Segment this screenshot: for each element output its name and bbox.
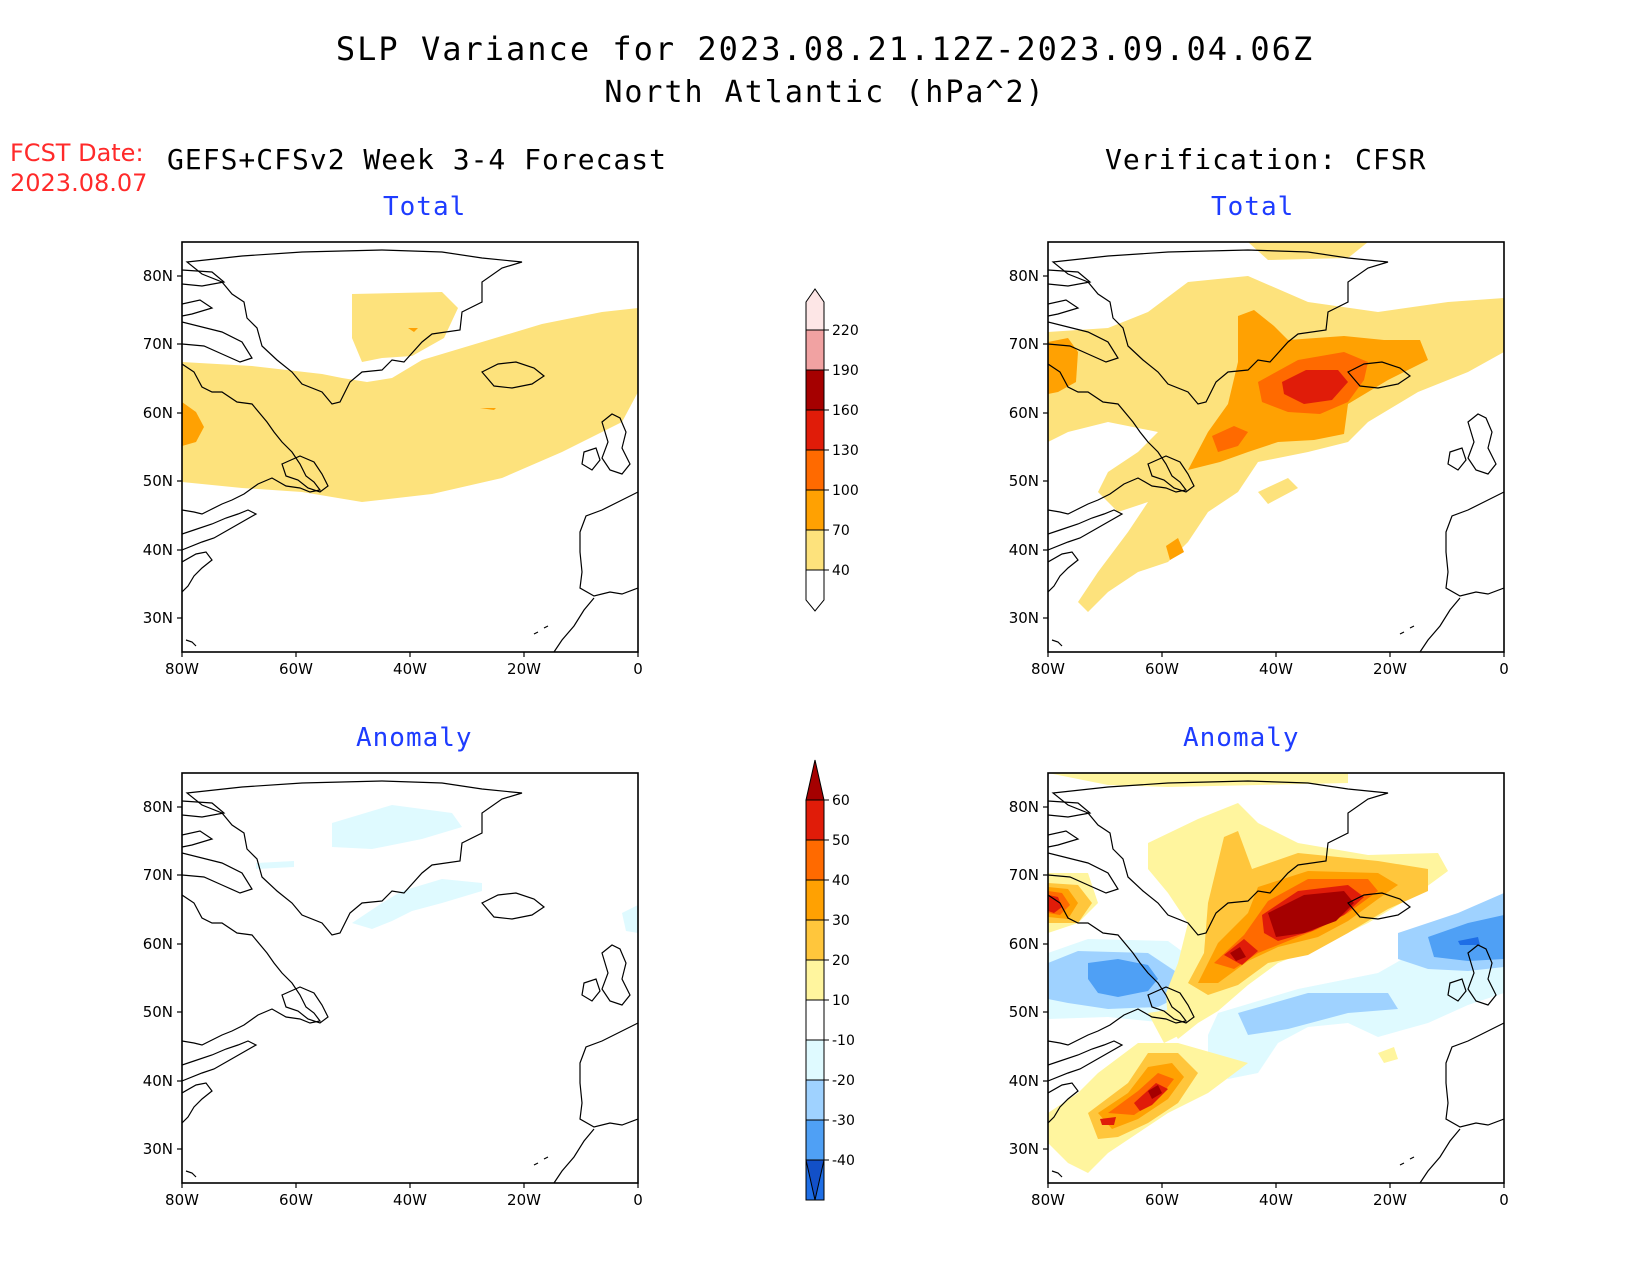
forecast-anomaly-lon-label: 60W — [279, 1191, 313, 1209]
colorbar-anomaly-box — [805, 999, 825, 1041]
verification-total-lat-label: 50N — [1009, 472, 1039, 490]
forecast-total-title: Total — [383, 192, 467, 222]
verification-anomaly-title: Anomaly — [1183, 723, 1300, 753]
verification-anomaly-lon-label: 60W — [1145, 1191, 1179, 1209]
forecast-anomaly-lon-label: 20W — [507, 1191, 541, 1209]
colorbar-total-label: 130 — [832, 443, 859, 459]
forecast-total-lon-label: 80W — [165, 660, 199, 678]
colorbar-total-box — [805, 369, 825, 411]
forecast-total-lon-label: 20W — [507, 660, 541, 678]
verification-total-lat-label: 70N — [1009, 335, 1039, 353]
colorbar-anomaly-label: 30 — [832, 913, 850, 929]
forecast-total-lat-label: 30N — [143, 609, 173, 627]
colorbar-total-box — [805, 329, 825, 371]
forecast-total-lon-label: 60W — [279, 660, 313, 678]
colorbar-anomaly-label: 20 — [832, 953, 850, 969]
colorbar-anomaly-label: -40 — [832, 1153, 855, 1169]
verification-anomaly-lat-label: 40N — [1009, 1072, 1039, 1090]
verification-total-lat-label: 30N — [1009, 609, 1039, 627]
verification-total-lon-label: 0 — [1499, 660, 1509, 678]
colorbar-total-label: 70 — [832, 523, 850, 539]
forecast-date-value: 2023.08.07 — [10, 169, 148, 197]
verification-total-lon-label: 40W — [1259, 660, 1293, 678]
verification-anomaly-lat-label: 60N — [1009, 935, 1039, 953]
colorbar-anomaly-label: 60 — [832, 793, 850, 809]
colorbar-anomaly-box — [805, 879, 825, 921]
colorbar-total-label: 160 — [832, 403, 859, 419]
verification-anomaly-lon-label: 80W — [1031, 1191, 1065, 1209]
colorbar-total-box — [805, 489, 825, 531]
verification-anomaly-lat-label: 50N — [1009, 1003, 1039, 1021]
colorbar-anomaly-box — [805, 839, 825, 881]
forecast-column-heading: GEFS+CFSv2 Week 3-4 Forecast — [167, 143, 668, 176]
colorbar-total-label: 220 — [832, 323, 859, 339]
verification-total-title: Total — [1211, 192, 1295, 222]
forecast-anomaly-lat-label: 80N — [143, 798, 173, 816]
colorbar-anomaly-label: -10 — [832, 1033, 855, 1049]
forecast-anomaly-lon-label: 0 — [633, 1191, 643, 1209]
colorbar-anomaly-box — [805, 1119, 825, 1161]
forecast-total-lat-label: 80N — [143, 267, 173, 285]
colorbar-total-low-end — [805, 569, 825, 612]
verification-total-map — [1048, 242, 1504, 652]
forecast-anomaly-lat-label: 40N — [143, 1072, 173, 1090]
forecast-total-lat-label: 70N — [143, 335, 173, 353]
forecast-anomaly-lon-label: 40W — [393, 1191, 427, 1209]
forecast-anomaly-lat-label: 30N — [143, 1140, 173, 1158]
forecast-total-map — [182, 249, 638, 652]
forecast-anomaly-lat-label: 60N — [143, 935, 173, 953]
forecast-anomaly-title: Anomaly — [356, 723, 473, 753]
colorbar-total-label: 40 — [832, 563, 850, 579]
verification-total-lon-label: 80W — [1031, 660, 1065, 678]
colorbar-total-label: 190 — [832, 363, 859, 379]
forecast-total-lon-label: 0 — [633, 660, 643, 678]
forecast-total-lon-label: 40W — [393, 660, 427, 678]
colorbar-anomaly-label: 40 — [832, 873, 850, 889]
forecast-date-label: FCST Date: 2023.08.07 — [10, 138, 147, 198]
verification-total-lat-label: 40N — [1009, 541, 1039, 559]
verification-anomaly-lon-label: 20W — [1373, 1191, 1407, 1209]
colorbar-anomaly-bottom-end — [805, 1159, 825, 1201]
colorbar-anomaly-label: -20 — [832, 1073, 855, 1089]
verification-anomaly-map — [1048, 773, 1504, 1183]
colorbar-anomaly-box — [805, 1039, 825, 1081]
forecast-date-caption: FCST Date: — [10, 139, 144, 167]
forecast-total-lat-label: 40N — [143, 541, 173, 559]
colorbar-total-box — [805, 409, 825, 451]
colorbar-anomaly-box — [805, 1079, 825, 1121]
figure-title: SLP Variance for 2023.08.21.12Z-2023.09.… — [335, 30, 1315, 68]
forecast-anomaly-lat-label: 50N — [143, 1003, 173, 1021]
colorbar-anomaly-label: 10 — [832, 993, 850, 1009]
verification-total-lat-label: 80N — [1009, 267, 1039, 285]
figure-subtitle: North Atlantic (hPa^2) — [604, 75, 1046, 110]
colorbar-total-box — [805, 449, 825, 491]
forecast-anomaly-lat-label: 70N — [143, 866, 173, 884]
colorbar-anomaly-label: -30 — [832, 1113, 855, 1129]
forecast-anomaly-lon-label: 80W — [165, 1191, 199, 1209]
verification-column-heading: Verification: CFSR — [1105, 143, 1427, 176]
forecast-anomaly-map — [182, 780, 638, 1183]
colorbar-total-label: 100 — [832, 483, 859, 499]
colorbar-anomaly-label: 50 — [832, 833, 850, 849]
verification-total-lat-label: 60N — [1009, 404, 1039, 422]
verification-total-lon-label: 20W — [1373, 660, 1407, 678]
colorbar-total-box — [805, 529, 825, 571]
colorbar-anomaly-top-end — [805, 759, 825, 801]
verification-anomaly-lat-label: 30N — [1009, 1140, 1039, 1158]
colorbar-anomaly-box — [805, 919, 825, 961]
verification-total-lon-label: 60W — [1145, 660, 1179, 678]
colorbar-anomaly-box — [805, 799, 825, 841]
verification-anomaly-lon-label: 0 — [1499, 1191, 1509, 1209]
colorbar-anomaly-box — [805, 959, 825, 1001]
verification-anomaly-lon-label: 40W — [1259, 1191, 1293, 1209]
colorbar-total-end — [805, 288, 825, 331]
forecast-total-lat-label: 60N — [143, 404, 173, 422]
forecast-total-lat-label: 50N — [143, 472, 173, 490]
verification-anomaly-lat-label: 70N — [1009, 866, 1039, 884]
verification-anomaly-lat-label: 80N — [1009, 798, 1039, 816]
